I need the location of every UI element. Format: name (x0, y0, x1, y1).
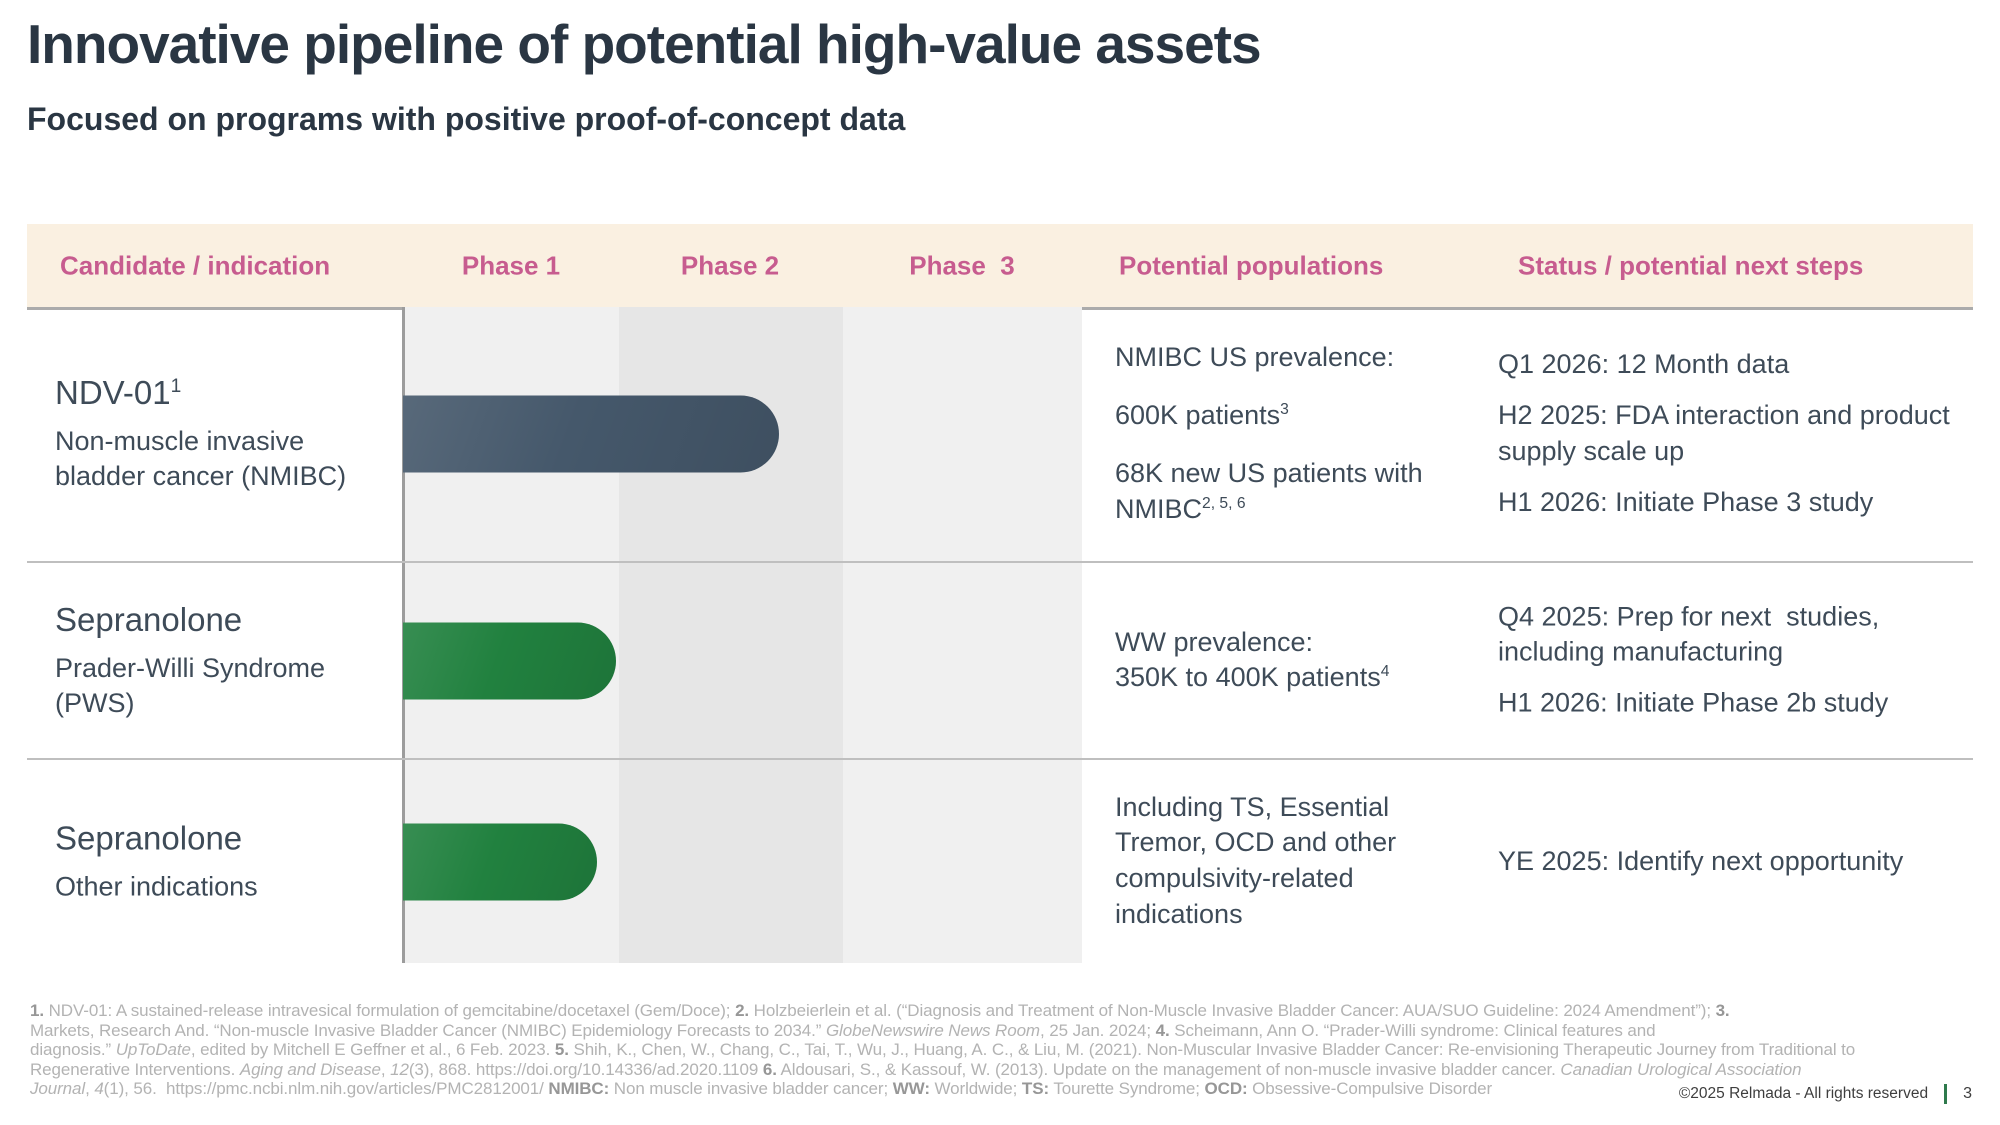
candidate-name: Sepranolone (55, 600, 243, 638)
table-row-ndv01: NDV-011 Non-muscle invasive bladder canc… (0, 307, 2000, 561)
column-header-candidate: Candidate / indication (60, 250, 331, 280)
status-line: Q1 2026: 12 Month data (1498, 349, 1790, 380)
status-line: H1 2026: Initiate Phase 3 study (1498, 486, 1874, 517)
status-cell: YE 2025: Identify next opportunity (1498, 844, 1973, 880)
candidate-cell: NDV-011 Non-muscle invasive bladder canc… (55, 374, 390, 494)
population-line: NMIBC US prevalence: (1115, 342, 1395, 373)
footnote-line: Markets, Research And. “Non-muscle Invas… (30, 1020, 1656, 1040)
population-line: WW prevalence: 350K to 400K patients4 (1115, 626, 1390, 693)
table-row-sepranolone-other: Sepranolone Other indications Including … (0, 760, 2000, 963)
row-separator (27, 758, 1973, 760)
population-line: 68K new US patients with NMIBC2, 5, 6 (1115, 458, 1431, 524)
population-line: Including TS, Essential Tremor, OCD and … (1115, 791, 1404, 930)
footnotes-block: 1. NDV-01: A sustained-release intravesi… (30, 1001, 1990, 1099)
status-line: H2 2025: FDA interaction and product sup… (1498, 400, 1958, 466)
candidate-indication: Non-muscle invasive bladder cancer (NMIB… (55, 425, 347, 491)
status-cell: Q1 2026: 12 Month data H2 2025: FDA inte… (1498, 347, 1973, 521)
footer-divider (1944, 1084, 1948, 1104)
candidate-cell: Sepranolone Other indications (55, 819, 390, 904)
status-cell: Q4 2025: Prep for next studies, includin… (1498, 599, 1973, 722)
status-line: Q4 2025: Prep for next studies, includin… (1498, 601, 1887, 668)
slide-footer: ©2025 Relmada - All rights reserved 3 (1679, 1082, 1972, 1106)
table-row-sepranolone-pws: Sepranolone Prader-Willi Syndrome (PWS) … (0, 563, 2000, 758)
pipeline-bar-sepranolone-other (403, 823, 597, 900)
row-separator (27, 561, 1973, 563)
footnote-line: diagnosis.” UpToDate, edited by Mitchell… (30, 1040, 1856, 1060)
candidate-cell: Sepranolone Prader-Willi Syndrome (PWS) (55, 600, 390, 720)
column-header-phase1: Phase 1 (461, 250, 561, 280)
populations-cell: NMIBC US prevalence: 600K patients3 68K … (1115, 340, 1467, 528)
candidate-indication: Prader-Willi Syndrome (PWS) (55, 652, 326, 718)
populations-cell: WW prevalence: 350K to 400K patients4 (1115, 625, 1467, 697)
copyright-text: ©2025 Relmada - All rights reserved (1678, 1085, 1929, 1102)
column-header-phase2: Phase 2 (680, 250, 780, 280)
page-title: Innovative pipeline of potential high-va… (27, 13, 1262, 75)
pipeline-bar-sepranolone-pws (403, 622, 616, 699)
population-line: 600K patients3 (1115, 400, 1289, 431)
column-header-populations: Potential populations (1119, 250, 1384, 280)
status-line: YE 2025: Identify next opportunity (1498, 845, 1904, 876)
status-line: H1 2026: Initiate Phase 2b study (1498, 687, 1889, 718)
candidate-name: NDV-011 (55, 373, 182, 411)
pipeline-bar-ndv01 (403, 395, 779, 473)
populations-cell: Including TS, Essential Tremor, OCD and … (1115, 790, 1467, 934)
candidate-name: Sepranolone (55, 818, 243, 856)
column-header-status: Status / potential next steps (1518, 250, 1864, 280)
footnote-line: Regenerative Interventions. Aging and Di… (30, 1059, 1802, 1079)
column-header-phase3: Phase 3 (909, 250, 1015, 280)
footnote-line: Journal, 4(1), 56. https://pmc.ncbi.nlm.… (30, 1079, 1493, 1099)
footnote-line: 1. NDV-01: A sustained-release intravesi… (30, 1001, 1730, 1020)
page-subtitle: Focused on programs with positive proof-… (27, 101, 906, 137)
table-header-band: Candidate / indication Phase 1 Phase 2 P… (27, 224, 1973, 310)
candidate-indication: Other indications (55, 870, 258, 901)
phase3-column-shading (843, 307, 1082, 963)
page-number: 3 (1963, 1085, 1972, 1102)
